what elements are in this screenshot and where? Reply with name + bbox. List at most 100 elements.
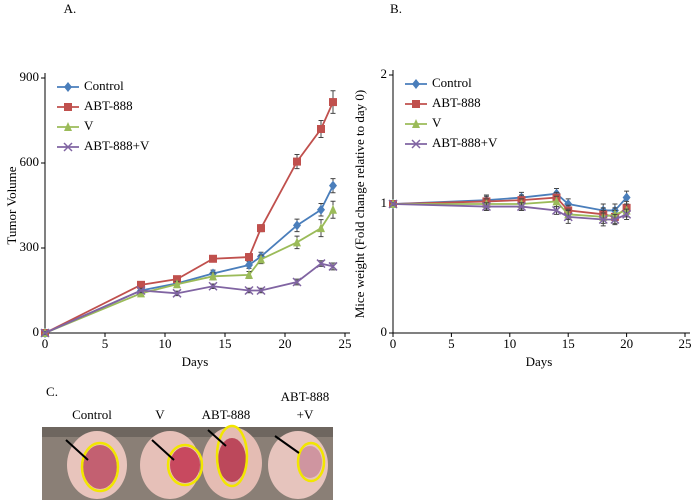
tumor — [83, 445, 117, 489]
y-tick-label: 900 — [20, 69, 40, 84]
legend-label: ABT-888+V — [432, 135, 498, 150]
x-tick-label: 0 — [42, 336, 49, 351]
photo-label: ABT-888 — [202, 407, 251, 422]
marker — [137, 280, 145, 289]
marker — [292, 277, 302, 287]
x-axis-label: Days — [182, 354, 209, 369]
arrow — [274, 435, 300, 454]
y-axis-label: Tumor Volume — [4, 166, 19, 244]
legend-label: ABT-888+V — [84, 138, 150, 153]
panel-label: A. — [64, 1, 77, 16]
photo-top — [42, 427, 333, 437]
x-tick-label: 0 — [390, 336, 397, 351]
marker — [293, 220, 301, 231]
x-axis-label: Days — [526, 354, 553, 369]
arrow — [65, 439, 89, 461]
tumor — [218, 438, 246, 482]
marker — [256, 285, 266, 296]
y-tick-label: 2 — [381, 66, 388, 81]
x-tick-label: 25 — [679, 336, 692, 351]
marker — [598, 214, 608, 225]
marker — [173, 275, 181, 284]
photo-panel — [42, 424, 333, 500]
x-tick-label: 5 — [102, 336, 109, 351]
photo-label: +V — [297, 407, 314, 422]
marker — [293, 237, 301, 247]
tumor — [170, 447, 200, 483]
panel-label: B. — [390, 1, 402, 16]
marker — [516, 202, 527, 212]
y-tick-label: 0 — [33, 324, 40, 339]
legend-marker — [64, 122, 72, 131]
marker — [388, 199, 398, 209]
x-tick-label: 15 — [562, 336, 575, 351]
marker — [173, 279, 181, 289]
y-axis-label: Mice weight (Fold change relative to day… — [352, 90, 367, 319]
marker — [172, 288, 182, 298]
x-tick-label: 10 — [159, 336, 172, 351]
marker — [622, 192, 631, 203]
marker — [245, 253, 253, 262]
marker — [244, 285, 254, 296]
legend-label: Control — [432, 75, 472, 90]
marker — [316, 259, 326, 269]
arrow — [151, 439, 175, 461]
legend-marker — [412, 79, 420, 89]
marker — [481, 202, 491, 212]
marker — [40, 328, 50, 338]
legend-label: V — [432, 115, 442, 130]
marker — [317, 204, 325, 215]
x-tick-label: 15 — [219, 336, 232, 351]
y-tick-label: 1 — [381, 195, 388, 210]
marker — [209, 271, 217, 281]
series-line — [44, 101, 334, 334]
photo-label: V — [155, 407, 165, 422]
highlight-ring — [215, 424, 249, 488]
marker — [610, 214, 620, 225]
marker — [257, 254, 265, 264]
marker — [245, 269, 253, 279]
marker — [208, 281, 218, 291]
legend-label: ABT-888 — [84, 98, 133, 113]
legend-marker — [64, 82, 72, 92]
photo-label: ABT-888 — [281, 389, 330, 404]
marker — [317, 125, 325, 133]
x-tick-label: 25 — [339, 336, 352, 351]
marker — [317, 223, 325, 233]
marker — [245, 260, 253, 270]
series-line — [392, 203, 627, 221]
marker — [329, 98, 337, 107]
highlight-ring — [166, 443, 204, 487]
legend-marker — [412, 119, 420, 128]
tumor — [298, 446, 322, 478]
series-line — [44, 262, 334, 334]
legend-marker — [64, 103, 72, 111]
x-tick-label: 10 — [503, 336, 516, 351]
marker — [293, 157, 301, 166]
y-tick-label: 300 — [20, 239, 40, 254]
marker — [552, 196, 561, 206]
legend-marker — [411, 139, 421, 149]
photo-label: Control — [72, 407, 112, 422]
panel-label: C. — [46, 384, 58, 399]
legend-label: Control — [84, 78, 124, 93]
marker — [551, 205, 562, 215]
legend-marker — [412, 100, 420, 108]
highlight-ring — [80, 441, 120, 493]
series-line — [392, 192, 628, 212]
marker — [328, 261, 338, 271]
y-tick-label: 600 — [20, 154, 40, 169]
marker — [209, 254, 217, 263]
marker — [329, 204, 337, 214]
x-tick-label: 20 — [620, 336, 633, 351]
marker — [622, 209, 632, 219]
marker — [257, 224, 265, 233]
legend-label: V — [84, 118, 94, 133]
x-tick-label: 20 — [279, 336, 292, 351]
marker — [136, 285, 146, 296]
legend-marker — [63, 142, 73, 152]
y-tick-label: 0 — [381, 324, 388, 339]
marker — [563, 212, 573, 222]
x-tick-label: 5 — [448, 336, 455, 351]
